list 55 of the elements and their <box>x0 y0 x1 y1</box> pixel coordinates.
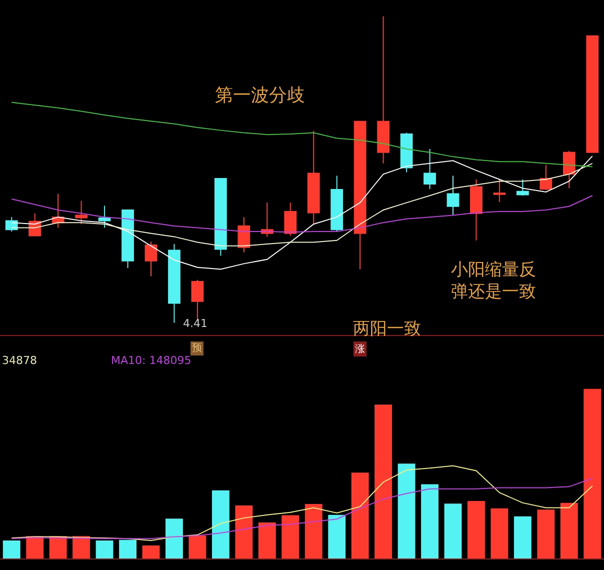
bar <box>514 516 532 559</box>
bar <box>328 514 346 559</box>
bar <box>49 536 67 559</box>
bar <box>258 522 276 559</box>
bar <box>72 536 90 559</box>
candlestick <box>307 130 320 225</box>
candlestick <box>75 200 88 225</box>
bar <box>119 540 136 559</box>
candlestick <box>284 202 297 236</box>
candlestick <box>144 241 158 277</box>
bar <box>235 506 253 559</box>
bar <box>421 484 438 559</box>
bar <box>584 388 602 559</box>
bar <box>304 504 322 559</box>
candlestick <box>214 178 227 256</box>
annotation: 小阳缩量反弹还是一致 <box>451 260 536 302</box>
text: 预 <box>192 343 202 354</box>
candlestick <box>562 150 576 189</box>
bar <box>374 404 392 559</box>
candlestick <box>377 16 390 164</box>
candlestick <box>470 178 482 241</box>
bar <box>282 515 300 559</box>
candlestick <box>424 148 436 190</box>
candlestick <box>493 178 506 203</box>
candlestick <box>98 205 111 228</box>
bar <box>142 545 160 559</box>
bar <box>26 536 44 559</box>
bar <box>2 540 20 559</box>
annotation: 第一波分歧 <box>215 85 305 106</box>
bar <box>468 500 485 559</box>
bar <box>490 508 508 559</box>
candlestick <box>400 132 413 173</box>
text: 34878 <box>2 354 37 367</box>
candlestick <box>354 120 366 270</box>
bar <box>444 504 462 559</box>
candlestick <box>586 35 599 153</box>
bar <box>537 510 555 559</box>
candlestick <box>168 244 180 324</box>
candlestick <box>516 178 529 196</box>
bar <box>188 536 206 559</box>
bar <box>96 540 114 559</box>
candlestick <box>238 216 250 253</box>
bar <box>351 472 369 559</box>
bar <box>560 502 578 559</box>
bar <box>166 518 183 559</box>
text: 涨 <box>355 343 365 355</box>
bar <box>398 464 416 559</box>
candlestick <box>122 210 134 268</box>
annotation: 4.41 <box>183 317 208 330</box>
candlestick <box>540 164 552 191</box>
bar <box>212 490 230 559</box>
text: MA10: 148095 <box>111 354 192 367</box>
candlestick <box>330 175 344 232</box>
annotation: 两阳一致 <box>353 319 421 339</box>
candlestick <box>446 175 460 216</box>
